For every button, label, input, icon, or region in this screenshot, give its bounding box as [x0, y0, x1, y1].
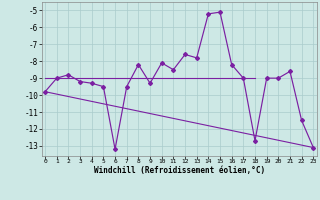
X-axis label: Windchill (Refroidissement éolien,°C): Windchill (Refroidissement éolien,°C): [94, 166, 265, 175]
